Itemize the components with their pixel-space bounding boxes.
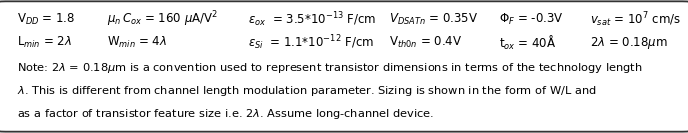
Text: $\varepsilon_{ox}$  = 3.5*10$^{-13}$ F/cm: $\varepsilon_{ox}$ = 3.5*10$^{-13}$ F/cm [248,10,376,29]
Text: W$_{min}$ = 4$\lambda$: W$_{min}$ = 4$\lambda$ [107,35,166,50]
Text: $V_{DSATn}$ = 0.35V: $V_{DSATn}$ = 0.35V [389,12,478,27]
Text: t$_{ox}$ = 40Å: t$_{ox}$ = 40Å [499,34,556,52]
Text: $v_{sat}$ = 10$^7$ cm/s: $v_{sat}$ = 10$^7$ cm/s [590,10,681,29]
Text: Note: 2$\lambda$ = 0.18$\mu$m is a convention used to represent transistor dimen: Note: 2$\lambda$ = 0.18$\mu$m is a conve… [17,61,643,75]
Text: V$_{DD}$ = 1.8: V$_{DD}$ = 1.8 [17,12,75,27]
Text: V$_{th0n}$ = 0.4V: V$_{th0n}$ = 0.4V [389,35,462,50]
Text: as a factor of transistor feature size i.e. 2$\lambda$. Assume long-channel devi: as a factor of transistor feature size i… [17,107,434,121]
Text: $\Phi_F$ = -0.3V: $\Phi_F$ = -0.3V [499,12,563,27]
Text: $\mu_n\,C_{ox}$ = 160 $\mu$A/V$^2$: $\mu_n\,C_{ox}$ = 160 $\mu$A/V$^2$ [107,9,217,29]
Text: L$_{min}$ = 2$\lambda$: L$_{min}$ = 2$\lambda$ [17,35,72,50]
Text: $\varepsilon_{Si}$  = 1.1*10$^{-12}$ F/cm: $\varepsilon_{Si}$ = 1.1*10$^{-12}$ F/cm [248,33,374,52]
Text: $\lambda$. This is different from channel length modulation parameter. Sizing is: $\lambda$. This is different from channe… [17,84,596,98]
Text: 2$\lambda$ = 0.18$\mu$m: 2$\lambda$ = 0.18$\mu$m [590,35,668,51]
